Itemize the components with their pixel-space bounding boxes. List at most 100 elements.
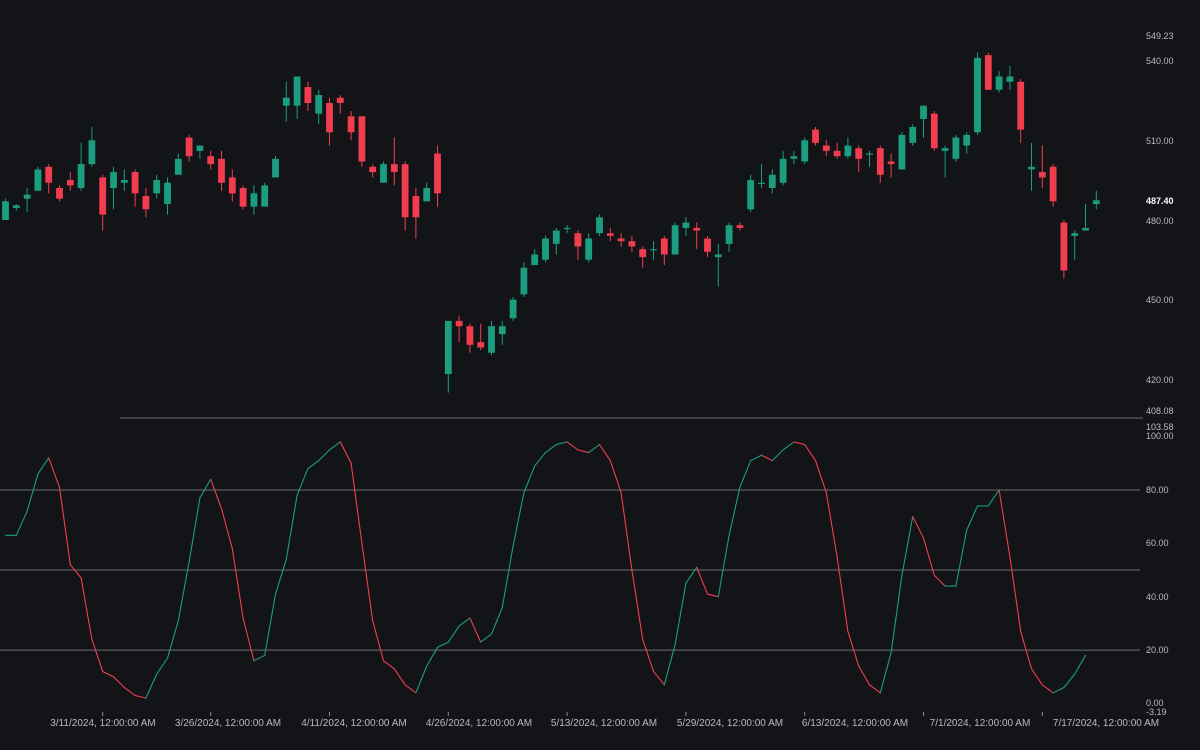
candle — [2, 198, 9, 220]
candle-body — [88, 140, 96, 165]
candle — [45, 164, 53, 194]
oscillator-segment — [858, 665, 871, 686]
oscillator-segment — [847, 630, 860, 667]
date-label-4-11: 4/11/2024, 12:00:00 AM — [301, 718, 406, 729]
oscillator-segment — [339, 441, 352, 464]
candle — [207, 150, 215, 170]
oscillator-segment — [415, 665, 428, 694]
price-axis-label-510: 510.00 — [1146, 136, 1174, 146]
oscillator-segment — [609, 460, 622, 494]
candle-body — [185, 137, 193, 157]
candle — [574, 230, 582, 260]
candle — [725, 222, 733, 252]
candle-body — [293, 76, 301, 106]
date-label-7-17: 7/17/2024, 12:00:00 AM — [1053, 718, 1159, 729]
candle — [196, 145, 204, 159]
candle — [1092, 190, 1100, 210]
oscillator-segment — [793, 441, 806, 446]
oscillator-segment — [37, 457, 50, 475]
candle — [1028, 142, 1035, 191]
candle — [228, 169, 236, 202]
candle-body — [45, 166, 53, 183]
candle-body — [628, 241, 636, 247]
oscillator-segment — [242, 617, 255, 662]
candle — [585, 233, 593, 263]
candle-body — [120, 180, 128, 183]
date-label-5-29: 5/29/2024, 12:00:00 AM — [677, 718, 783, 729]
oscillator-segment — [685, 566, 698, 584]
oscillator-guide-lines — [0, 489, 1140, 651]
oscillator-segment — [577, 449, 590, 454]
candle-body — [574, 233, 582, 247]
oscillator-segment — [901, 516, 914, 576]
candle — [952, 134, 960, 162]
candle — [293, 76, 301, 119]
candle — [930, 111, 938, 151]
candle — [747, 174, 755, 212]
oscillator-segment — [966, 505, 979, 531]
last-price-label: 487.40 — [1146, 196, 1174, 206]
oscillator-axis[interactable]: 103.58 100.00 80.00 60.00 40.00 20.00 0.… — [1146, 422, 1174, 717]
candle — [1038, 145, 1046, 189]
time-axis-ticks — [102, 712, 1043, 716]
oscillator-segment — [717, 534, 730, 598]
candle-body — [650, 249, 657, 251]
oscillator-segment — [566, 441, 579, 451]
candle-body — [1028, 166, 1035, 170]
candle-body — [995, 76, 1003, 90]
candle-body — [153, 180, 161, 194]
candle — [88, 126, 96, 167]
osc-axis-label-100: 100.00 — [1146, 431, 1174, 441]
candle-body — [952, 137, 960, 159]
candle — [617, 233, 625, 247]
candle-body — [369, 166, 377, 173]
osc-axis-label-40: 40.00 — [1146, 592, 1169, 602]
candle — [131, 169, 139, 207]
oscillator-pane[interactable] — [0, 441, 1140, 699]
candle-series — [2, 52, 1100, 393]
candle — [272, 156, 279, 178]
candle — [671, 222, 679, 255]
candle — [315, 89, 323, 125]
price-pane[interactable] — [2, 52, 1100, 393]
oscillator-segment — [642, 638, 655, 673]
candle-body — [498, 326, 506, 335]
candle — [434, 145, 441, 207]
candle-body — [304, 87, 312, 104]
candle-body — [1071, 233, 1079, 236]
candle-body — [164, 182, 171, 204]
oscillator-segment — [274, 558, 287, 595]
oscillator-segment — [1041, 684, 1054, 694]
oscillator-segment — [728, 486, 741, 536]
candle — [790, 150, 798, 165]
date-label-3-26: 3/26/2024, 12:00:00 AM — [175, 718, 281, 729]
candle — [768, 169, 776, 194]
candle-body — [520, 267, 528, 295]
oscillator-segment — [512, 492, 525, 547]
candle — [628, 235, 636, 252]
date-label-7-1: 7/1/2024, 12:00:00 AM — [930, 718, 1031, 729]
candle — [552, 227, 560, 255]
oscillator-segment — [890, 574, 903, 654]
candle-body — [336, 97, 344, 104]
candle — [390, 137, 398, 186]
oscillator-segment — [523, 465, 536, 494]
oscillator-segment — [750, 454, 763, 462]
oscillator-segment — [652, 670, 665, 686]
oscillator-segment — [480, 633, 493, 643]
candle-body — [380, 164, 387, 183]
oscillator-segment — [739, 460, 752, 488]
time-axis[interactable]: 3/11/2024, 12:00:00 AM 3/26/2024, 12:00:… — [50, 712, 1159, 729]
price-axis[interactable]: 549.23 540.00 510.00 487.40 480.00 450.0… — [1146, 31, 1174, 416]
candle — [1049, 164, 1057, 207]
oscillator-segment — [836, 556, 849, 632]
oscillator-segment — [998, 489, 1011, 558]
candle — [909, 124, 917, 146]
oscillator-segment — [620, 492, 633, 571]
oscillator-segment — [307, 460, 320, 470]
candle — [650, 241, 657, 260]
candle-body — [444, 320, 452, 375]
oscillator-segment — [145, 673, 158, 699]
